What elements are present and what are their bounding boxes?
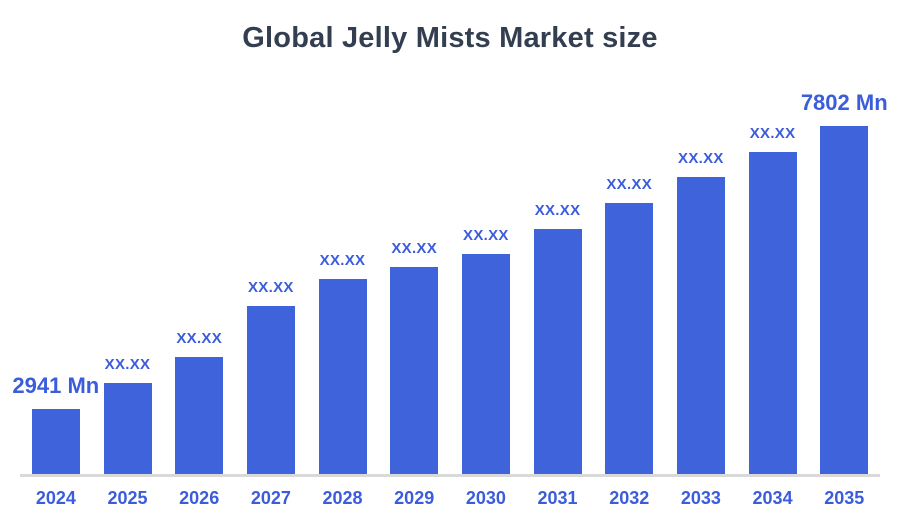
bar-column: XX.XX <box>307 252 379 474</box>
bar-column: XX.XX <box>593 176 665 474</box>
bar-value-label: XX.XX <box>749 125 796 142</box>
x-axis-label: 2035 <box>824 488 865 508</box>
bar-column: XX.XX <box>235 279 307 474</box>
x-axis-label: 2030 <box>465 488 506 508</box>
x-axis-label: 2033 <box>680 488 721 508</box>
bar <box>748 152 797 474</box>
bar-value-label: 2941 Mn <box>12 373 100 398</box>
bar <box>31 409 80 474</box>
bar-column: XX.XX <box>737 125 809 474</box>
bar-column: XX.XX <box>665 150 737 474</box>
bar-value-label: XX.XX <box>319 252 366 269</box>
bar-value-label: XX.XX <box>104 356 151 373</box>
x-axis-label: 2032 <box>609 488 650 508</box>
bar-value-label: XX.XX <box>534 202 581 219</box>
bar-value-label: XX.XX <box>463 227 509 244</box>
bar <box>676 177 725 474</box>
bar-column: XX.XX <box>92 356 164 474</box>
bar <box>605 203 654 474</box>
bar-value-label: XX.XX <box>248 279 294 296</box>
chart-title: Global Jelly Mists Market size <box>242 22 658 54</box>
bar-value-label: XX.XX <box>678 150 724 167</box>
bar-chart: 2941 Mn XX.XX XX.XX XX.XX XX.XX XX.XX XX.XX XX.… <box>12 90 888 509</box>
bar <box>533 229 582 474</box>
plot-area: 2941 Mn XX.XX XX.XX XX.XX XX.XX XX.XX XX.XX XX.… <box>12 90 888 477</box>
x-axis-label: 2027 <box>250 488 291 508</box>
bar-value-label: XX.XX <box>176 330 223 347</box>
bar <box>820 126 869 474</box>
bar <box>246 306 295 474</box>
bar <box>390 267 439 474</box>
x-axis-label: 2029 <box>394 488 435 508</box>
bar <box>461 254 510 474</box>
x-axis-label: 2034 <box>752 488 793 508</box>
x-axis-label: 2025 <box>107 488 148 508</box>
bar <box>175 357 224 474</box>
bar-value-label: XX.XX <box>391 240 438 257</box>
x-axis-label: 2024 <box>35 488 76 508</box>
x-axis-label: 2026 <box>179 488 220 508</box>
bar-column: XX.XX <box>450 227 522 474</box>
bar-value-label: XX.XX <box>606 176 653 193</box>
bar <box>318 279 367 474</box>
x-axis-label: 2028 <box>322 488 363 508</box>
bar-column: 7802 Mn <box>801 90 888 474</box>
bar <box>103 383 152 474</box>
bar-column: 2941 Mn <box>12 373 99 474</box>
bar-column: XX.XX <box>378 240 450 474</box>
bar-column: XX.XX <box>163 330 235 474</box>
bar-column: XX.XX <box>522 202 594 474</box>
x-axis-labels: 2024 2025 2026 2027 2028 2029 2030 2031 2032 2033… <box>20 488 880 509</box>
bar-value-label: 7802 Mn <box>800 90 888 115</box>
x-axis-label: 2031 <box>537 488 578 508</box>
